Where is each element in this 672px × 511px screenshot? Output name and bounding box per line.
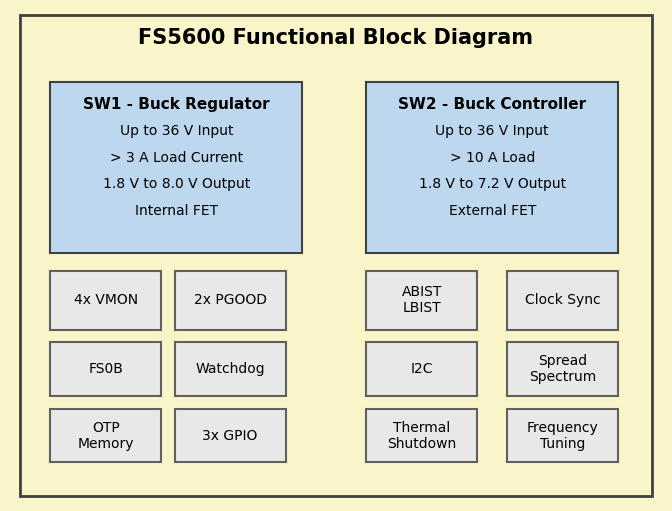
Text: 2x PGOOD: 2x PGOOD bbox=[194, 293, 267, 307]
Text: Internal FET: Internal FET bbox=[135, 204, 218, 218]
Text: OTP
Memory: OTP Memory bbox=[77, 421, 134, 451]
Text: Up to 36 V Input: Up to 36 V Input bbox=[435, 124, 549, 138]
FancyBboxPatch shape bbox=[20, 15, 652, 496]
Text: Frequency
Tuning: Frequency Tuning bbox=[527, 421, 599, 451]
FancyBboxPatch shape bbox=[507, 271, 618, 330]
Text: External FET: External FET bbox=[448, 204, 536, 218]
FancyBboxPatch shape bbox=[50, 82, 302, 253]
FancyBboxPatch shape bbox=[50, 342, 161, 396]
FancyBboxPatch shape bbox=[175, 409, 286, 462]
Text: > 10 A Load: > 10 A Load bbox=[450, 151, 535, 165]
Text: 1.8 V to 7.2 V Output: 1.8 V to 7.2 V Output bbox=[419, 177, 566, 192]
Text: 3x GPIO: 3x GPIO bbox=[202, 429, 258, 443]
Text: Up to 36 V Input: Up to 36 V Input bbox=[120, 124, 233, 138]
FancyBboxPatch shape bbox=[50, 409, 161, 462]
Text: FS5600 Functional Block Diagram: FS5600 Functional Block Diagram bbox=[138, 28, 534, 49]
Text: > 3 A Load Current: > 3 A Load Current bbox=[110, 151, 243, 165]
Text: 1.8 V to 8.0 V Output: 1.8 V to 8.0 V Output bbox=[103, 177, 250, 192]
Text: Clock Sync: Clock Sync bbox=[525, 293, 601, 307]
Text: I2C: I2C bbox=[411, 362, 433, 376]
Text: Thermal
Shutdown: Thermal Shutdown bbox=[387, 421, 456, 451]
Text: Watchdog: Watchdog bbox=[196, 362, 265, 376]
Text: Spread
Spectrum: Spread Spectrum bbox=[529, 354, 597, 384]
Text: SW2 - Buck Controller: SW2 - Buck Controller bbox=[398, 97, 586, 112]
FancyBboxPatch shape bbox=[507, 409, 618, 462]
FancyBboxPatch shape bbox=[175, 271, 286, 330]
FancyBboxPatch shape bbox=[366, 271, 477, 330]
FancyBboxPatch shape bbox=[366, 409, 477, 462]
FancyBboxPatch shape bbox=[366, 342, 477, 396]
Text: SW1 - Buck Regulator: SW1 - Buck Regulator bbox=[83, 97, 269, 112]
Text: 4x VMON: 4x VMON bbox=[74, 293, 138, 307]
Text: FS0B: FS0B bbox=[89, 362, 123, 376]
FancyBboxPatch shape bbox=[50, 271, 161, 330]
Text: ABIST
LBIST: ABIST LBIST bbox=[401, 285, 442, 315]
FancyBboxPatch shape bbox=[175, 342, 286, 396]
FancyBboxPatch shape bbox=[366, 82, 618, 253]
FancyBboxPatch shape bbox=[507, 342, 618, 396]
